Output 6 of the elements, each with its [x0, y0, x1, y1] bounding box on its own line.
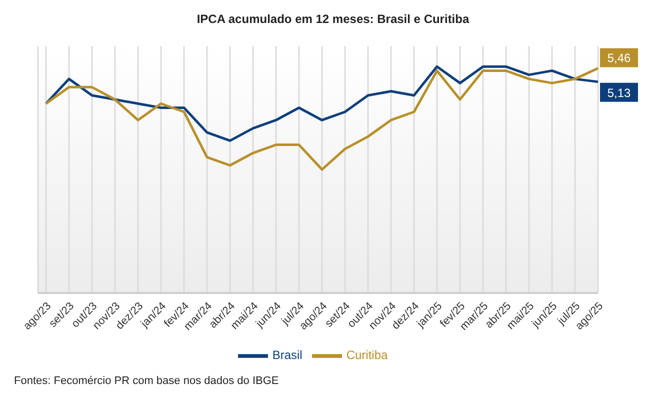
legend-label: Brasil: [272, 348, 302, 362]
legend-label: Curitiba: [346, 348, 388, 362]
data-label: 5,13: [607, 86, 631, 100]
text: Fontes: Fecomércio PR com base nos dados do IBGE: [13, 375, 280, 387]
chart-title: IPCA acumulado em 12 meses: Brasil e Curitiba: [196, 11, 470, 26]
data-label: 5,46: [607, 51, 631, 66]
